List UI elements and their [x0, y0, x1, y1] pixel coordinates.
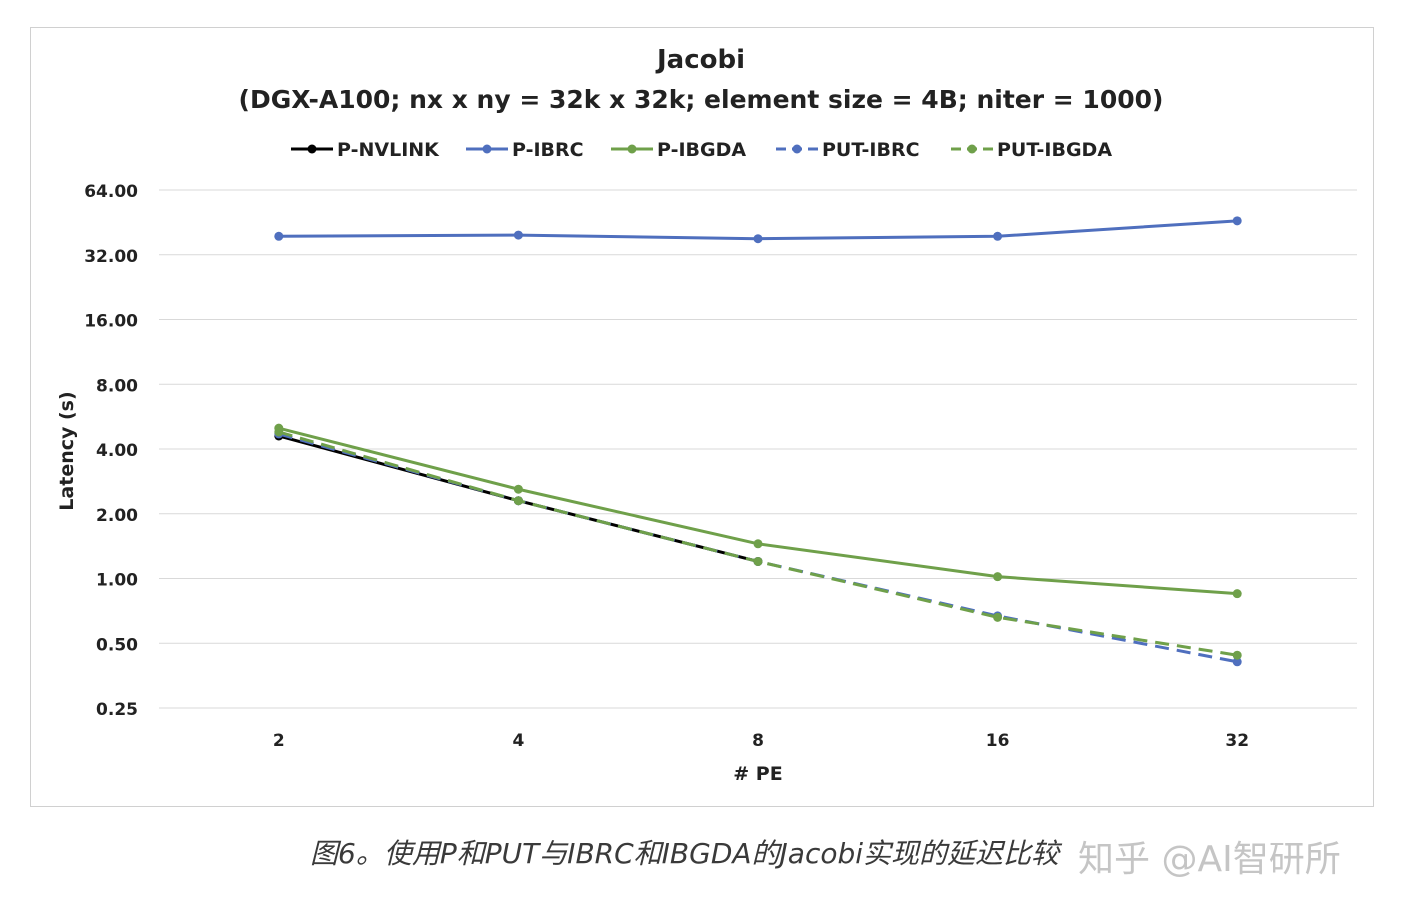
y-axis-label: Latency (s) — [56, 391, 78, 510]
legend-marker — [627, 144, 637, 154]
legend: P-NVLINK P-IBRC P-IBGDA PUT-IBRC PUT-IBGDA — [291, 139, 1112, 161]
series-line — [278, 426, 1238, 596]
y-axis: 0.25 0.50 1.00 2.00 4.00 8.00 16.00 32.00 64.00 — [84, 182, 138, 720]
x-axis: 2 4 8 16 32 — [273, 731, 1249, 751]
data-point — [993, 612, 1003, 622]
x-tick-label: 4 — [512, 731, 524, 751]
legend-label: P-IBRC — [512, 139, 584, 161]
legend-item: PUT-IBRC — [776, 139, 920, 161]
data-point — [1232, 650, 1242, 660]
legend-item: P-IBGDA — [611, 139, 746, 161]
figure-caption: 图6。使用P和PUT与IBRC和IBGDA的Jacobi实现的延迟比较 — [310, 837, 1060, 870]
data-point — [993, 572, 1003, 582]
y-tick-label: 16.00 — [84, 312, 138, 332]
chart-subtitle: (DGX-A100; nx x ny = 32k x 32k; element … — [239, 85, 1164, 114]
x-tick-label: 8 — [752, 731, 764, 751]
y-tick-label: 0.50 — [96, 635, 138, 655]
y-tick-label: 8.00 — [96, 376, 138, 396]
series-p-ibrc — [274, 216, 1242, 244]
chart-frame: Jacobi (DGX-A100; nx x ny = 32k x 32k; e… — [30, 27, 1374, 807]
data-point — [993, 231, 1003, 241]
y-tick-label: 64.00 — [84, 182, 138, 202]
legend-label: PUT-IBRC — [822, 139, 920, 161]
data-point — [1232, 657, 1242, 667]
legend-label: P-NVLINK — [337, 139, 440, 161]
legend-item: P-NVLINK — [291, 139, 440, 161]
data-point — [274, 427, 284, 437]
watermark: 知乎 @AI智研所 — [1078, 839, 1341, 880]
grid — [159, 189, 1357, 709]
legend-item: PUT-IBGDA — [951, 139, 1112, 161]
legend-marker — [792, 144, 802, 154]
x-axis-label: # PE — [733, 763, 782, 785]
data-point — [513, 484, 523, 494]
x-tick-label: 16 — [986, 731, 1010, 751]
y-tick-label: 2.00 — [96, 506, 138, 526]
data-point — [513, 230, 523, 240]
legend-marker — [967, 144, 977, 154]
data-point — [1232, 589, 1242, 599]
data-point — [753, 556, 763, 566]
y-tick-label: 1.00 — [96, 571, 138, 591]
y-tick-label: 4.00 — [96, 441, 138, 461]
legend-item: P-IBRC — [466, 139, 584, 161]
x-tick-label: 32 — [1225, 731, 1249, 751]
data-point — [753, 234, 763, 244]
y-tick-label: 0.25 — [96, 700, 138, 720]
legend-marker — [482, 144, 492, 154]
line-chart: Jacobi (DGX-A100; nx x ny = 32k x 32k; e… — [56, 45, 1357, 785]
y-tick-label: 32.00 — [84, 247, 138, 267]
data-point — [513, 496, 523, 506]
data-point — [1232, 216, 1242, 226]
chart-title: Jacobi — [655, 45, 745, 75]
series-put-ibgda — [274, 427, 1242, 660]
legend-marker — [307, 144, 317, 154]
x-tick-label: 2 — [273, 731, 285, 751]
data-point — [753, 539, 763, 549]
legend-label: P-IBGDA — [657, 139, 746, 161]
legend-label: PUT-IBGDA — [997, 139, 1112, 161]
data-point — [274, 231, 284, 241]
series-layer — [274, 216, 1242, 667]
series-p-ibgda — [274, 423, 1242, 599]
